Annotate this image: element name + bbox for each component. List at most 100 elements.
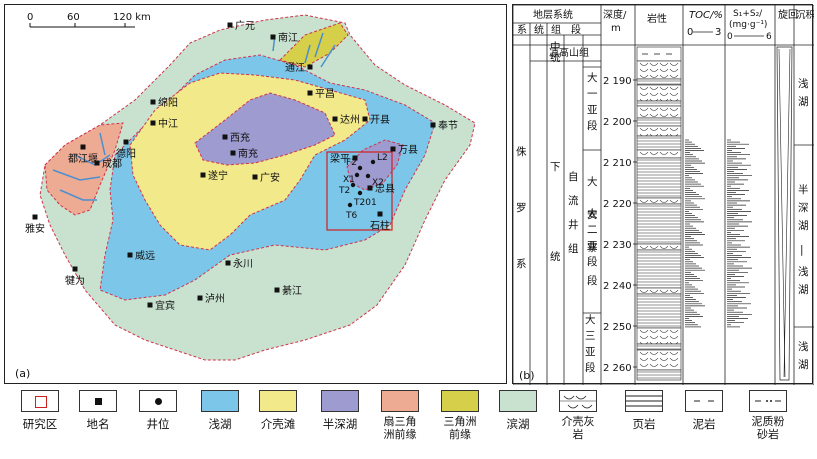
scale-bar: 0 60 120 km [27,12,151,28]
legend-item-11: 泥岩 [676,390,732,431]
facies-3-char: 湖 [798,359,809,371]
legend-swatch-black-dot [139,390,177,412]
submember-3-char: 亚 [585,346,596,358]
legend-label: 介壳滩 [260,417,296,431]
legend-label: 浅湖 [208,417,232,431]
place-label-shizhu: 石柱 [370,219,390,232]
system-label-char: 侏 [516,146,527,158]
legend-item-7: 三角洲 前缘 [432,390,488,441]
place-marker-qianwei [72,266,78,272]
place-marker-mianyang [150,99,156,105]
lith-layer-shell [636,197,682,205]
submember-1-char: 段 [587,119,598,132]
facies-2-char: 浅 [798,265,809,278]
series-low-label-char: 统 [550,250,561,263]
legend-swatch-mudstone [685,390,723,412]
series-low-label-char: 下 [550,161,561,173]
lith-layer-shell [636,149,682,159]
place-marker-nanjiang [270,34,276,40]
submember-1-char: 一 [587,88,598,100]
well-label-t201: T201 [353,198,377,208]
lith-layer-shell [636,125,682,137]
member-label-char: 大 [587,175,598,188]
place-marker-zhongxian [367,185,373,191]
well-marker-t2 [350,182,356,188]
well-marker-x2 [365,173,371,179]
submember-2-char: 亚 [587,240,598,252]
legend-swatch-shale [625,390,663,412]
place-marker-liangping [352,155,358,161]
place-marker-deyang [123,139,129,145]
header-system: 系 [517,24,527,36]
toc-axis-min: 0 [687,27,693,38]
legend-item-8: 滨湖 [490,390,546,431]
place-label-qianwei: 犍为 [65,275,85,287]
place-label-kaixian: 开县 [370,114,390,126]
place-marker-xichong [222,134,228,140]
semi-deep-lake-area [194,92,336,166]
well-marker-t201 [357,190,363,196]
legend-label: 泥质粉 砂岩 [751,415,785,441]
member-label-char: 段 [587,274,598,287]
formation-label-char: 井 [568,218,579,231]
place-marker-zhongjiang [150,120,156,126]
place-marker-guangyuan [227,22,233,28]
header-facies: 沉积相 [796,9,814,21]
place-marker-pingchang [307,90,313,96]
place-marker-kaixian [362,116,368,122]
place-marker-guangan [252,174,258,180]
legend-label: 研究区 [22,417,58,431]
legend-label: 泥岩 [692,417,716,431]
lith-layer-shell [636,243,682,251]
place-label-weiyuan: 威远 [135,249,155,262]
submember-3-char: 三 [585,330,596,342]
stratigraphic-column: 地层系统 系 统 组 段 深度/ m 岩性 TOC/% 0 3 S₁+S₂/ (… [513,5,814,385]
place-label-guangan: 广安 [260,171,280,184]
legend-swatch-color [321,390,359,412]
scale-label-60: 60 [67,12,80,23]
facies-2-char: 湖 [798,284,809,296]
depth-tick-label: 2 190 [603,76,632,87]
header-formation: 组 [551,23,561,36]
depth-tick-label: 2 230 [603,240,632,251]
legend-item-10: 页岩 [616,390,672,431]
depth-tick-label: 2 220 [603,199,632,210]
series-mid-label-char: 中 [550,40,561,53]
legend-item-4: 介壳滩 [250,390,306,431]
legend-label: 三角洲 前缘 [443,415,477,441]
depth-tick-label: 2 250 [603,322,632,333]
header-depth: 深度/ [603,8,627,21]
legend-label: 滨湖 [506,417,530,431]
legend-swatch-color [499,390,537,412]
place-marker-yaan [32,214,38,220]
legend-swatch-color [441,390,479,412]
legend-item-12: 泥质粉 砂岩 [740,390,796,441]
legend-label: 半深湖 [322,417,358,431]
system-label-char: 罗 [516,202,527,214]
legend-item-1: 地名 [70,390,126,431]
facies-3-char: 浅 [798,340,809,353]
place-label-yibin: 宜宾 [155,299,175,312]
place-marker-tongjiang [307,64,313,70]
scale-label-0: 0 [27,12,33,23]
stratigraphic-column-panel: 地层系统 系 统 组 段 深度/ m 岩性 TOC/% 0 3 S₁+S₂/ (… [512,4,814,385]
header-lithology: 岩性 [647,12,667,25]
legend-label: 井位 [146,417,170,431]
formation-label-char: 流 [568,194,579,207]
place-label-zhongxian: 忠县 [375,183,395,195]
place-label-qijiang: 綦江 [282,284,302,297]
member-label-char: 安 [587,208,598,221]
place-marker-dazhou [332,116,338,122]
formation-upper-label: 凉高山组 [549,46,589,59]
lith-layer-shell [636,349,682,371]
well-marker-f2 [357,165,363,171]
delta-front [279,22,349,68]
legend-item-9: 介壳灰 岩 [550,390,606,441]
study-area-box [326,151,393,231]
formation-label-char: 自 [568,170,579,183]
submember-2-char: 二 [587,224,598,236]
submember-3-char: 大 [585,313,596,326]
